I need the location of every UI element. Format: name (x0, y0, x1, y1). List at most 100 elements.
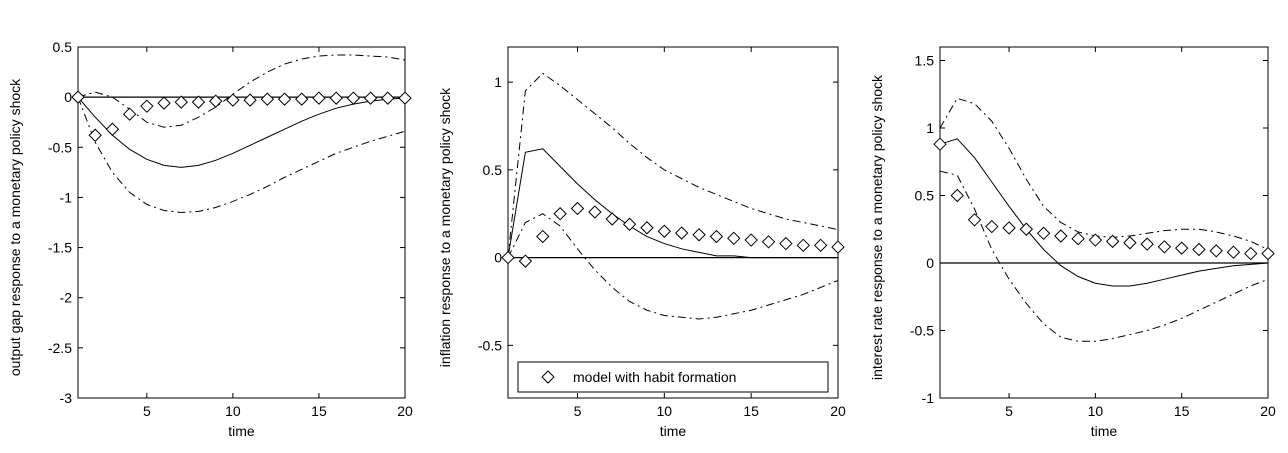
y-tick-label: -3 (60, 390, 73, 406)
marker (501, 250, 515, 265)
marker (312, 91, 326, 105)
x-tick-label: 10 (225, 403, 241, 419)
marker (744, 233, 758, 247)
marker (295, 92, 309, 106)
subplot: 5 10 15 20 -3 -2.5 -2 -1.5 -1 -0.5 0 0.5 time output … (7, 39, 413, 439)
marker (1105, 234, 1120, 249)
marker (191, 95, 206, 109)
marker (727, 231, 741, 246)
marker (692, 228, 706, 242)
marker (831, 240, 845, 254)
line (939, 97, 1269, 250)
x-tick-label: 15 (743, 403, 759, 419)
marker (243, 93, 257, 107)
marker (518, 254, 533, 268)
marker (588, 205, 602, 219)
subplot: 5 10 15 20 -1 -0.5 0 0.5 1 1.5 time interest rate r… (869, 46, 1276, 439)
marker (1036, 226, 1051, 241)
y-tick-label: -0.5 (48, 139, 72, 155)
y-tick-label: 1 (494, 74, 502, 90)
marker (346, 91, 361, 105)
marker (88, 128, 102, 142)
marker (674, 226, 689, 240)
marker (796, 238, 810, 253)
y-tick-label: 0 (64, 89, 72, 105)
marker (640, 221, 654, 235)
marker (140, 99, 154, 113)
marker (1002, 221, 1016, 235)
y-axis-label: output gap response to a monetary policy… (7, 78, 23, 376)
y-axis-label: interest rate response to a monetary pol… (869, 74, 885, 380)
marker (398, 91, 412, 105)
line (507, 72, 839, 258)
legend-label: model with habit formation (573, 369, 736, 385)
line (77, 96, 406, 213)
marker (1123, 236, 1137, 250)
y-tick-label: -1 (922, 390, 935, 406)
y-tick-label: 0.5 (53, 39, 73, 55)
x-tick-label: 5 (574, 403, 582, 419)
marker (536, 229, 550, 244)
marker (950, 188, 964, 203)
marker (813, 238, 828, 253)
plot-area (939, 46, 1269, 399)
marker (277, 92, 292, 106)
x-tick-label: 10 (657, 403, 673, 419)
x-tick-label: 5 (1005, 403, 1013, 419)
line (939, 138, 1269, 287)
line (507, 148, 838, 259)
y-tick-label: 1.5 (915, 53, 935, 69)
x-tick-label: 15 (311, 403, 327, 419)
marker (329, 91, 343, 105)
marker (967, 213, 982, 227)
marker (1174, 241, 1189, 255)
x-axis-label: time (660, 423, 687, 439)
x-tick-label: 10 (1088, 403, 1104, 419)
y-tick-label: 0 (494, 250, 502, 266)
marker (985, 219, 999, 234)
plot-area (507, 46, 839, 399)
marker (208, 94, 223, 108)
marker (122, 107, 137, 121)
line (77, 96, 406, 168)
marker (657, 224, 672, 238)
y-tick-label: -0.5 (910, 323, 934, 339)
marker (553, 207, 567, 221)
marker (381, 91, 395, 105)
marker (1261, 246, 1275, 261)
marker (1209, 244, 1223, 258)
marker (1088, 233, 1103, 247)
marker (1244, 246, 1258, 261)
marker (622, 217, 637, 231)
marker (363, 91, 378, 105)
x-tick-label: 20 (397, 403, 413, 419)
marker (1054, 229, 1068, 243)
marker (570, 201, 585, 216)
x-tick-label: 20 (1260, 403, 1276, 419)
marker (779, 236, 793, 251)
y-tick-label: -1 (60, 189, 73, 205)
marker (1071, 231, 1085, 246)
x-axis-label: time (1091, 423, 1118, 439)
plot-area (77, 46, 406, 399)
x-tick-label: 15 (1174, 403, 1190, 419)
marker (1192, 242, 1206, 257)
y-tick-label: -1.5 (48, 240, 72, 256)
y-tick-label: -2.5 (48, 340, 72, 356)
marker (1019, 222, 1034, 236)
legend-marker (541, 370, 555, 384)
marker (174, 95, 188, 109)
y-tick-label: 0.5 (483, 162, 503, 178)
x-axis-label: time (228, 423, 255, 439)
marker (226, 93, 240, 107)
marker (157, 96, 171, 110)
marker (761, 235, 776, 249)
y-tick-label: 1 (926, 120, 934, 136)
marker (260, 92, 275, 106)
legend (517, 361, 829, 393)
y-tick-label: -0.5 (478, 337, 502, 353)
marker (605, 212, 619, 226)
y-tick-label: 0 (926, 255, 934, 271)
marker (709, 229, 724, 244)
